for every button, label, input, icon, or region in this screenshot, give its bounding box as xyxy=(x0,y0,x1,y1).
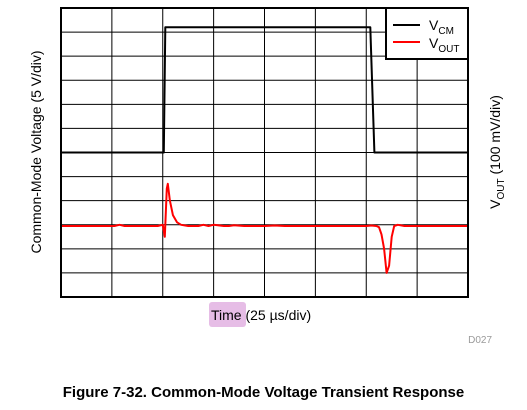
series-group xyxy=(61,26,468,274)
legend: VCM VOUT xyxy=(385,7,469,60)
legend-box xyxy=(385,7,469,60)
x-axis-label: Time (25 µs/div) xyxy=(211,307,311,323)
legend-label-vcm: VCM xyxy=(429,17,454,37)
legend-label-vout: VOUT xyxy=(429,35,459,55)
x-axis-label-unit: (25 µs/div) xyxy=(242,307,312,323)
y-axis-label-right: VOUT (100 mV/div) xyxy=(487,95,507,209)
x-axis-label-highlight xyxy=(209,302,246,327)
series-line-vout xyxy=(61,182,468,274)
y-axis-label-left: Common-Mode Voltage (5 V/div) xyxy=(28,50,44,253)
series-line-vcm xyxy=(61,26,468,154)
figure-caption: Figure 7-32. Common-Mode Voltage Transie… xyxy=(62,384,465,401)
x-axis-label-time: Time xyxy=(211,307,242,323)
plot-border xyxy=(60,7,469,298)
figure-id: D027 xyxy=(468,335,492,346)
